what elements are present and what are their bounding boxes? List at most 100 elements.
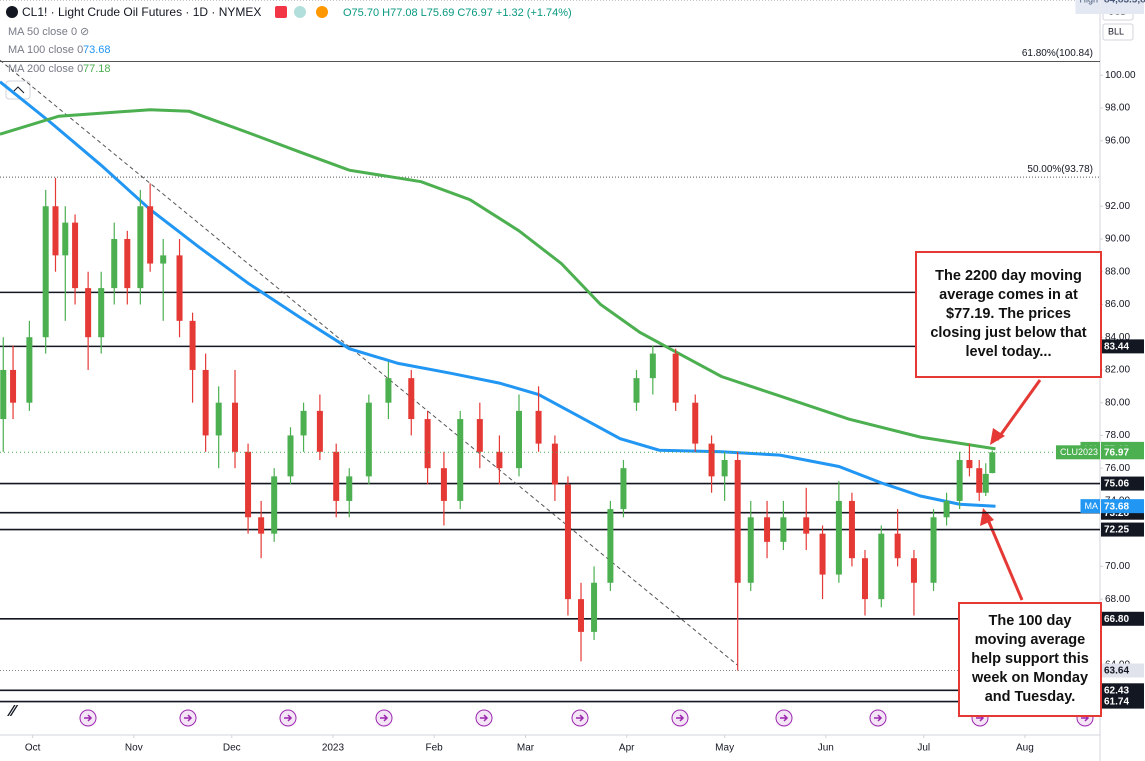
candle-body: [649, 353, 656, 379]
legend-label[interactable]: MA 50 close 0: [8, 26, 77, 38]
candle-body: [692, 402, 699, 444]
candle-body: [633, 378, 640, 403]
candle-body: [408, 378, 415, 420]
legend-label[interactable]: MA 100 close 0: [8, 44, 83, 56]
candle-body: [300, 410, 307, 436]
candle-body: [365, 402, 372, 477]
y-tick-label: 76.00: [1105, 463, 1130, 474]
candle-body: [245, 451, 252, 518]
candle-body: [26, 337, 33, 403]
status-icon: [294, 6, 306, 18]
price-badge-label: 72.25: [1104, 525, 1129, 536]
trendline: [0, 59, 739, 666]
fib-label: 50.00%(93.78): [1027, 164, 1093, 175]
candle-body: [564, 484, 571, 600]
candle-body: [316, 410, 323, 452]
price-badge-label: 76.97: [1104, 447, 1129, 458]
candle-body: [515, 410, 522, 469]
candle-body: [42, 206, 49, 338]
x-tick-label: Jul: [917, 743, 930, 754]
candle-body: [232, 402, 239, 452]
legend-value: 73.68: [83, 44, 111, 56]
candle-body: [966, 459, 973, 469]
candle-body: [124, 238, 131, 289]
price-badge-label: 62.43: [1104, 685, 1129, 696]
x-tick-label: Jun: [818, 743, 834, 754]
unit-button[interactable]: [1102, 23, 1134, 41]
candle-body: [578, 599, 585, 632]
event-icon-arrow: [780, 714, 789, 722]
candle-body: [956, 459, 963, 501]
price-badge-tag-bg: [1075, 0, 1100, 14]
event-icon-arrow: [284, 714, 293, 722]
x-tick-label: May: [715, 743, 734, 754]
y-tick-label: 70.00: [1105, 561, 1130, 572]
candle-body: [287, 435, 294, 477]
price-badge: [1101, 683, 1144, 698]
candle-body: [819, 533, 826, 575]
event-icon-arrow: [676, 714, 685, 722]
candle-body: [271, 476, 278, 534]
candle-body: [457, 419, 464, 501]
collapse-icon: [11, 86, 25, 94]
candle-body: [160, 255, 167, 264]
ma-line: [0, 80, 996, 508]
candle-body: [894, 533, 901, 559]
event-icon-arrow: [380, 714, 389, 722]
legend-label[interactable]: MA 200 close 0: [8, 63, 83, 75]
candle-body: [535, 410, 542, 444]
price-badge-label: 73.28: [1104, 508, 1129, 519]
y-tick-label: 82.00: [1105, 365, 1130, 376]
hidden-eye-icon[interactable]: ⊘: [80, 26, 89, 38]
candle-body: [943, 500, 950, 518]
candle-body: [346, 476, 353, 501]
flag-icon[interactable]: [275, 6, 287, 18]
event-icon-arrow: [576, 714, 585, 722]
symbol-title: CL1! · Light Crude Oil Futures · 1D · NY…: [22, 5, 261, 19]
candle-body: [0, 369, 7, 420]
price-badge: [1101, 611, 1144, 626]
event-icon-arrow: [874, 714, 883, 722]
candle-body: [333, 451, 340, 501]
candle-body: [910, 558, 917, 583]
candle-body: [591, 582, 598, 632]
candle-body: [72, 222, 79, 289]
annotation-arrowhead: [990, 428, 1005, 445]
candle-body: [878, 533, 885, 600]
annotation-arrow: [984, 514, 1024, 601]
candle-body: [189, 320, 196, 370]
x-tick-label: Aug: [1016, 743, 1034, 754]
x-tick-label: Apr: [619, 743, 635, 754]
y-tick-label: 78.00: [1105, 430, 1130, 441]
price-badge-label: 61.74: [1104, 697, 1129, 708]
x-tick-label: 2023: [322, 743, 345, 754]
candle-body: [721, 459, 728, 477]
price-badge: [1101, 339, 1144, 354]
collapse-button[interactable]: [5, 80, 31, 100]
candle-body: [803, 517, 810, 534]
price-badge-tag: CLU2023: [1060, 447, 1098, 457]
price-badge: [1101, 476, 1144, 491]
price-badge: [1101, 445, 1144, 460]
unit-label: BLL: [1108, 26, 1124, 36]
candle-body: [202, 369, 209, 436]
price-badge-label: 63.64: [1104, 666, 1129, 677]
y-tick-label: 88.00: [1105, 266, 1130, 277]
candle-body: [476, 419, 483, 452]
y-tick-label: 90.00: [1105, 234, 1130, 245]
candle-body: [147, 206, 154, 264]
candle-body: [62, 222, 69, 256]
symbol-logo: [6, 6, 18, 18]
candle-body: [764, 517, 771, 542]
price-badge-label: 75.06: [1104, 479, 1129, 490]
candle-body: [747, 517, 754, 583]
candle-body: [258, 517, 265, 534]
y-tick-label: 86.00: [1105, 299, 1130, 310]
candle-body: [734, 459, 741, 583]
annotation-arrow: [995, 379, 1042, 441]
y-tick-label: 84.00: [1105, 332, 1130, 343]
price-badge-tag: MA: [1085, 501, 1099, 511]
y-tick-label: 96.00: [1105, 135, 1130, 146]
candle-body: [672, 353, 679, 403]
